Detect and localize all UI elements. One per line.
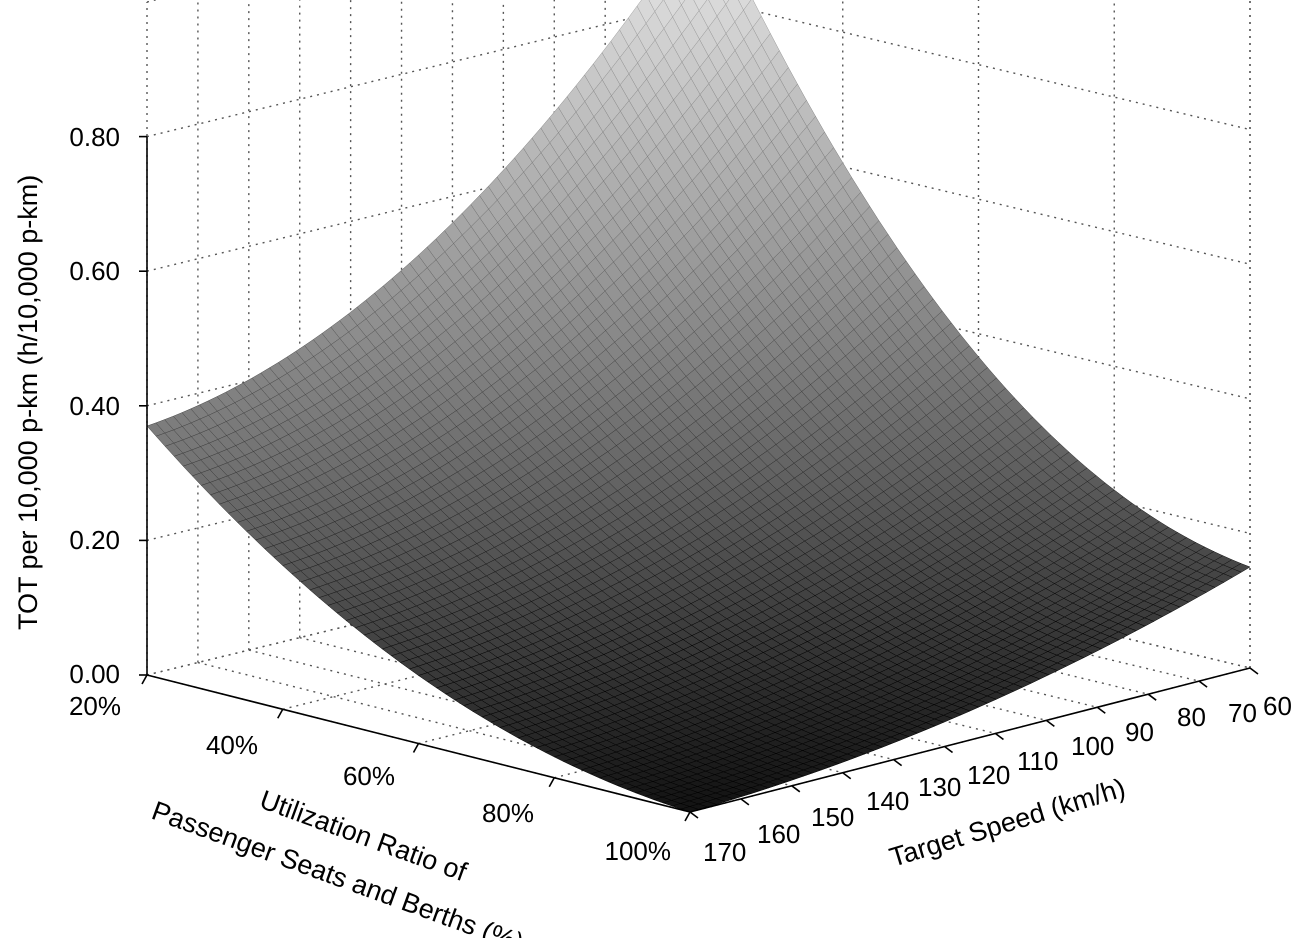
speed-tick-label: 110	[1017, 746, 1058, 776]
z-axis-label: TOT per 10,000 p-km (h/10,000 p-km)	[13, 175, 43, 630]
surface-cell	[723, 0, 730, 5]
speed-tick-label: 60	[1263, 691, 1292, 721]
utilization-tick-label: 60%	[343, 761, 395, 791]
speed-tick-label: 90	[1125, 717, 1154, 747]
z-tick-label: 0.40	[69, 391, 120, 421]
speed-tick-label: 130	[918, 772, 961, 802]
speed-tick-mark	[1198, 680, 1208, 688]
utilization-tick-label: 100%	[605, 836, 672, 866]
z-tick-label: 0.80	[69, 122, 120, 152]
utilization-tick-label: 20%	[69, 691, 121, 721]
z-tick-label: 0.00	[69, 659, 120, 689]
speed-tick-mark	[893, 758, 903, 767]
utilization-tick-mark	[277, 708, 284, 719]
utilization-tick-mark	[412, 743, 420, 753]
utilization-tick-mark	[141, 674, 148, 685]
speed-tick-label: 140	[866, 786, 909, 816]
z-gridline	[146, 0, 708, 138]
speed-tick-label: 170	[703, 837, 746, 867]
speed-tick-label: 70	[1228, 698, 1257, 728]
speed-tick-label: 120	[967, 760, 1010, 790]
speed-tick-mark	[689, 811, 699, 819]
speed-tick-mark	[791, 785, 801, 793]
wall-top-line	[146, 0, 159, 3]
speed-tick-mark	[944, 745, 954, 754]
speed-tick-mark	[994, 732, 1004, 741]
utilization-tick-label: 80%	[482, 798, 534, 828]
speed-tick-mark	[1249, 667, 1259, 675]
speed-tick-mark	[1147, 693, 1157, 701]
utilization-tick-mark	[684, 811, 691, 822]
speed-tick-label: 100	[1071, 731, 1114, 761]
utilization-tick-label: 40%	[206, 730, 258, 760]
speed-tick-label: 80	[1177, 702, 1206, 732]
speed-tick-label: 160	[757, 819, 800, 849]
speed-tick-mark	[1096, 706, 1106, 714]
surface	[146, 0, 1251, 813]
z-tick-label: 0.20	[69, 525, 120, 555]
speed-tick-mark	[842, 772, 852, 780]
z-gridline	[146, 133, 708, 272]
speed-tick-mark	[740, 798, 750, 806]
z-tick-label: 0.60	[69, 256, 120, 286]
utilization-tick-mark	[548, 777, 555, 788]
speed-tick-mark	[1045, 719, 1055, 728]
surface-cell	[678, 0, 686, 6]
speed-tick-label: 150	[811, 802, 854, 832]
z-tick-labels: 0.80 0.60 0.40 0.20 0.00	[69, 122, 120, 689]
